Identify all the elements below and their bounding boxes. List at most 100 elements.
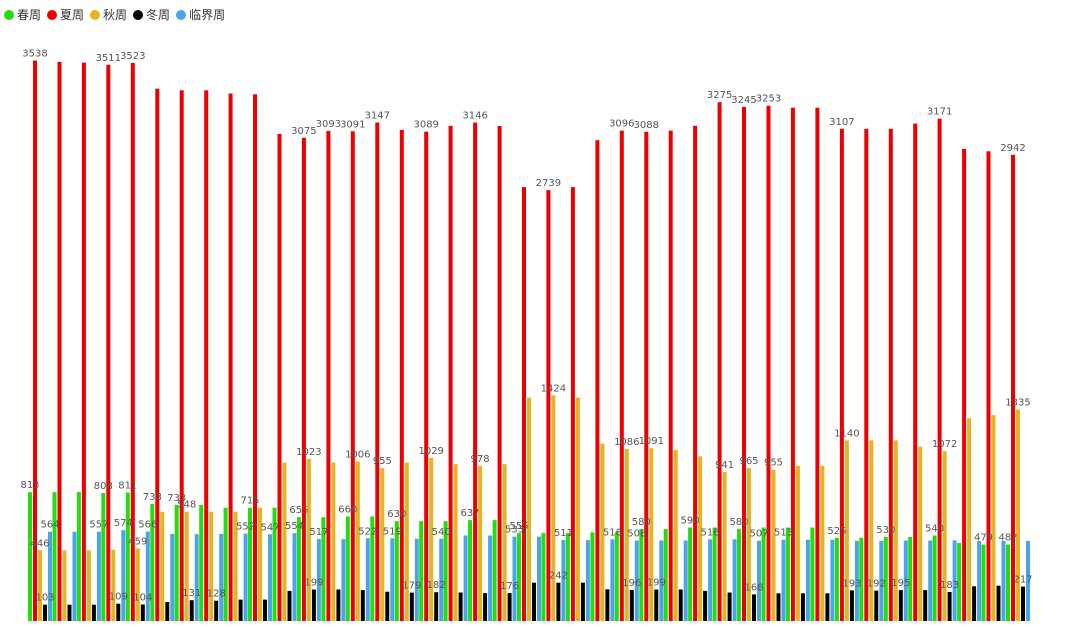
bar-1-28[interactable] bbox=[717, 102, 722, 621]
bar-3-26[interactable] bbox=[678, 589, 683, 622]
bar-4-37[interactable] bbox=[952, 540, 957, 621]
bar-3-35[interactable] bbox=[898, 590, 903, 621]
bar-3-3[interactable] bbox=[116, 603, 121, 621]
bar-1-29[interactable] bbox=[742, 106, 746, 621]
bar-2-14[interactable] bbox=[380, 468, 385, 621]
bar-2-31[interactable] bbox=[795, 465, 800, 621]
bar-4-34[interactable] bbox=[879, 540, 884, 621]
bar-3-32[interactable] bbox=[825, 593, 830, 621]
bar-2-6[interactable] bbox=[184, 511, 189, 621]
bar-0-3[interactable] bbox=[101, 493, 106, 621]
bar-0-37[interactable] bbox=[932, 535, 937, 622]
bar-3-18[interactable] bbox=[483, 593, 488, 621]
bar-3-16[interactable] bbox=[434, 592, 439, 621]
bar-0-12[interactable] bbox=[321, 517, 326, 621]
bar-2-22[interactable] bbox=[575, 397, 580, 621]
bar-2-29[interactable] bbox=[747, 468, 751, 621]
bar-1-39[interactable] bbox=[986, 151, 991, 622]
bar-3-4[interactable] bbox=[140, 604, 145, 622]
bar-3-27[interactable] bbox=[703, 590, 708, 621]
bar-3-5[interactable] bbox=[165, 602, 170, 621]
bar-0-35[interactable] bbox=[883, 537, 888, 621]
bar-0-30[interactable] bbox=[761, 527, 766, 622]
bar-0-28[interactable] bbox=[712, 527, 717, 622]
bar-3-12[interactable] bbox=[336, 589, 341, 622]
bar-2-26[interactable] bbox=[673, 449, 678, 621]
bar-3-19[interactable] bbox=[507, 593, 512, 621]
bar-3-37[interactable] bbox=[947, 592, 952, 621]
bar-3-17[interactable] bbox=[458, 592, 463, 622]
bar-2-40[interactable] bbox=[1016, 409, 1020, 622]
bar-2-4[interactable] bbox=[135, 548, 140, 621]
bar-0-13[interactable] bbox=[345, 516, 350, 621]
bar-1-24[interactable] bbox=[619, 130, 624, 621]
bar-4-16[interactable] bbox=[439, 538, 444, 621]
legend-item-autumn[interactable]: 秋周 bbox=[90, 6, 127, 23]
bar-3-8[interactable] bbox=[238, 599, 243, 621]
bar-1-37[interactable] bbox=[937, 118, 942, 621]
bar-3-33[interactable] bbox=[849, 590, 854, 621]
bar-4-28[interactable] bbox=[732, 539, 737, 621]
bar-3-20[interactable] bbox=[532, 582, 536, 621]
bar-2-37[interactable] bbox=[942, 451, 947, 621]
bar-4-2[interactable] bbox=[96, 531, 101, 621]
bar-2-19[interactable] bbox=[502, 464, 507, 621]
bar-0-39[interactable] bbox=[981, 544, 986, 621]
bar-1-17[interactable] bbox=[448, 125, 453, 622]
bar-3-0[interactable] bbox=[43, 604, 47, 621]
bar-2-39[interactable] bbox=[991, 415, 996, 621]
bar-2-27[interactable] bbox=[698, 456, 703, 621]
bar-0-10[interactable] bbox=[272, 507, 277, 621]
bar-0-8[interactable] bbox=[223, 507, 228, 621]
bar-2-33[interactable] bbox=[844, 440, 849, 621]
bar-2-8[interactable] bbox=[233, 511, 238, 621]
bar-3-38[interactable] bbox=[972, 586, 977, 621]
bar-1-25[interactable] bbox=[644, 131, 649, 622]
bar-4-0[interactable] bbox=[48, 531, 52, 621]
bar-1-0[interactable] bbox=[33, 60, 37, 622]
bar-0-32[interactable] bbox=[810, 527, 815, 622]
bar-2-21[interactable] bbox=[551, 395, 556, 621]
bar-4-15[interactable] bbox=[414, 538, 419, 621]
bar-0-0[interactable] bbox=[28, 492, 32, 621]
bar-3-24[interactable] bbox=[629, 590, 634, 621]
bar-0-24[interactable] bbox=[614, 532, 619, 621]
bar-2-10[interactable] bbox=[282, 462, 287, 621]
bar-2-7[interactable] bbox=[209, 511, 214, 621]
bar-4-22[interactable] bbox=[585, 540, 590, 621]
bar-2-3[interactable] bbox=[111, 549, 116, 621]
bar-1-10[interactable] bbox=[277, 133, 282, 621]
bar-1-36[interactable] bbox=[913, 123, 918, 621]
bar-0-7[interactable] bbox=[199, 504, 204, 621]
bar-0-25[interactable] bbox=[639, 529, 644, 621]
bar-2-20[interactable] bbox=[527, 397, 531, 621]
bar-3-36[interactable] bbox=[923, 590, 928, 621]
bar-2-35[interactable] bbox=[893, 440, 898, 621]
bar-1-34[interactable] bbox=[864, 128, 869, 622]
bar-1-30[interactable] bbox=[766, 105, 771, 621]
bar-1-19[interactable] bbox=[497, 126, 502, 621]
bar-1-27[interactable] bbox=[693, 125, 698, 622]
bar-0-2[interactable] bbox=[76, 492, 81, 621]
bar-4-29[interactable] bbox=[757, 540, 761, 621]
bar-3-31[interactable] bbox=[800, 593, 805, 621]
bar-1-31[interactable] bbox=[790, 107, 795, 621]
bar-0-4[interactable] bbox=[125, 492, 130, 622]
bar-4-26[interactable] bbox=[683, 540, 688, 622]
bar-3-23[interactable] bbox=[605, 589, 610, 621]
bar-3-22[interactable] bbox=[580, 582, 585, 621]
bar-4-38[interactable] bbox=[977, 541, 982, 621]
bar-3-30[interactable] bbox=[776, 593, 781, 621]
bar-3-7[interactable] bbox=[214, 600, 219, 621]
bar-2-13[interactable] bbox=[355, 461, 360, 621]
bar-2-0[interactable] bbox=[38, 550, 42, 621]
bar-4-14[interactable] bbox=[390, 538, 395, 621]
bar-4-10[interactable] bbox=[292, 533, 297, 621]
bar-2-16[interactable] bbox=[429, 458, 434, 621]
bar-1-1[interactable] bbox=[57, 61, 62, 622]
bar-2-15[interactable] bbox=[404, 462, 409, 621]
bar-1-21[interactable] bbox=[546, 190, 551, 621]
bar-0-6[interactable] bbox=[174, 504, 179, 621]
bar-0-31[interactable] bbox=[785, 527, 790, 622]
bar-1-32[interactable] bbox=[815, 107, 820, 621]
